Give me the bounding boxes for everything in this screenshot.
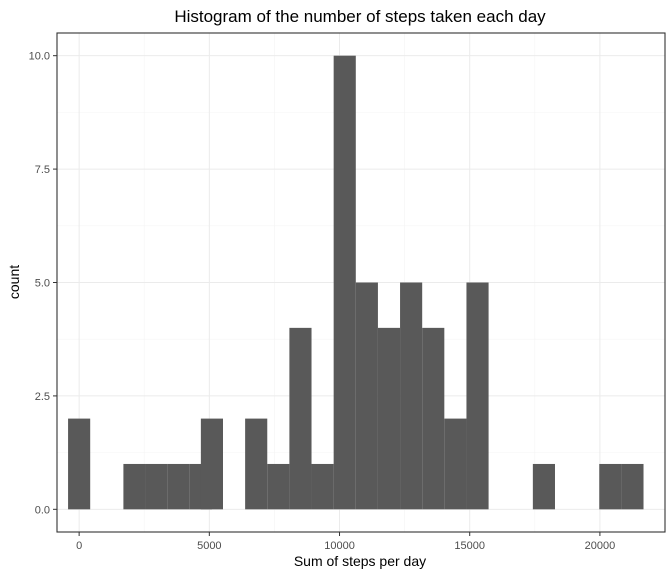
y-tick-label: 10.0 [29, 51, 50, 63]
histogram-bar [289, 327, 312, 510]
histogram-bar [422, 327, 445, 510]
histogram-bar [311, 463, 334, 510]
y-tick-label: 2.5 [35, 391, 50, 403]
histogram-bar [200, 418, 223, 510]
histogram-bar [167, 463, 190, 510]
x-tick-label: 10000 [324, 540, 355, 552]
histogram-bar [621, 463, 644, 510]
bars [68, 55, 644, 510]
y-axis-title: count [6, 265, 22, 299]
histogram-bar [466, 282, 489, 510]
x-tick-label: 5000 [197, 540, 221, 552]
histogram-bar [68, 418, 91, 510]
histogram-bar [444, 418, 467, 510]
x-axis-title: Sum of steps per day [294, 553, 426, 569]
y-tick-label: 5.0 [35, 278, 50, 290]
histogram-bar [123, 463, 146, 510]
y-tick-label: 7.5 [35, 164, 50, 176]
y-tick-label: 0.0 [35, 504, 50, 516]
histogram-bar [532, 463, 555, 510]
x-tick-label: 15000 [454, 540, 485, 552]
axis-ticks: 0 5000 10000 15000 20000 0.0 2.5 5.0 7.5 10.0 [29, 51, 616, 552]
histogram-bar [333, 55, 356, 510]
histogram-bar [400, 282, 423, 510]
x-tick-label: 20000 [585, 540, 616, 552]
x-tick-label: 0 [76, 540, 82, 552]
histogram-bar [245, 418, 268, 510]
histogram-bar [377, 327, 401, 510]
histogram-bar [599, 463, 622, 510]
histogram-bar [145, 463, 168, 510]
histogram-bar [355, 282, 378, 510]
chart-title: Histogram of the number of steps taken e… [174, 7, 546, 26]
histogram-bar [267, 463, 290, 510]
